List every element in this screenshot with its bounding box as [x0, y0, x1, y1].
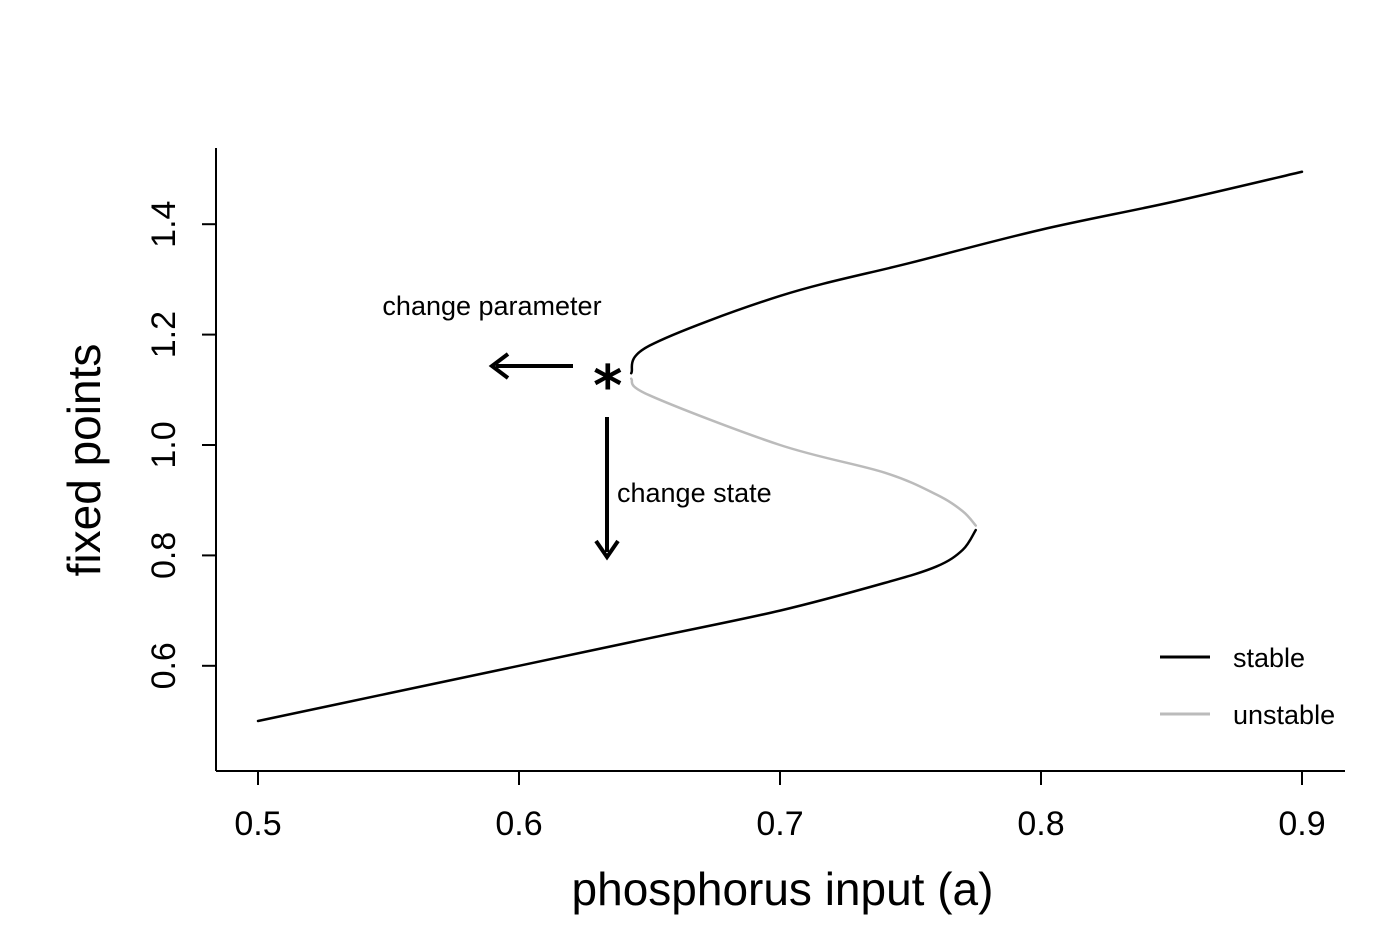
y-tick-label: 1.2 [145, 311, 183, 358]
legend-label-stable: stable [1233, 643, 1305, 673]
y-tick-label: 1.4 [145, 201, 183, 248]
param-arrow-label: change parameter [382, 291, 601, 321]
x-tick-label: 0.9 [1278, 805, 1325, 843]
plot-area: 0.5 0.6 0.7 0.8 0.9 0.6 0.8 1.0 1.2 1.4 phosphorus… [58, 148, 1345, 915]
x-tick-label: 0.7 [756, 805, 803, 843]
y-axis-title: fixed points [58, 344, 110, 577]
x-tick-label: 0.5 [234, 805, 281, 843]
series-line-unstable-0 [629, 377, 977, 527]
legend-label-unstable: unstable [1233, 700, 1335, 730]
y-tick-label: 1.0 [145, 421, 183, 468]
series-line-stable-0 [256, 528, 977, 723]
x-tick-label: 0.6 [495, 805, 542, 843]
y-tick-label: 0.6 [145, 642, 183, 689]
state-arrow-label: change state [617, 478, 772, 508]
series-line-stable-1 [629, 170, 1304, 375]
star-marker: * [593, 354, 622, 419]
x-tick-label: 0.8 [1017, 805, 1064, 843]
x-axis-title: phosphorus input (a) [572, 863, 994, 915]
param-arrow-head [488, 352, 510, 380]
state-arrow-head [594, 539, 620, 561]
y-tick-label: 0.8 [145, 532, 183, 579]
